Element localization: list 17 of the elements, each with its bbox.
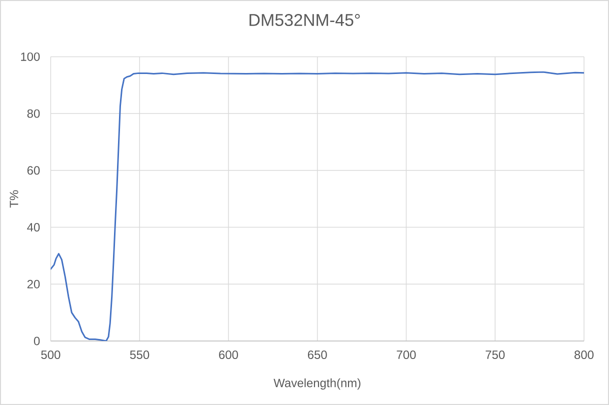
line-series — [50, 71, 584, 341]
y-tick-label: 0 — [34, 336, 40, 346]
y-tick-label: 80 — [27, 109, 40, 118]
y-tick-label: 20 — [27, 280, 40, 288]
chart-title: DM532NM-45° — [250, 14, 360, 26]
x-tick-label: 550 — [130, 350, 150, 360]
x-tick-label: 800 — [574, 350, 594, 360]
x-tick-label: 750 — [486, 350, 505, 360]
x-tick-label: 500 — [41, 350, 60, 360]
y-axis-title: T% — [10, 190, 18, 208]
x-tick-label: 700 — [396, 350, 416, 360]
x-tick-label: 600 — [219, 350, 238, 360]
y-tick-label: 40 — [27, 223, 40, 232]
y-tick-label: 100 — [21, 52, 40, 61]
x-tick-label: 650 — [308, 350, 327, 360]
y-tick-label: 60 — [27, 166, 40, 175]
x-axis-title: Wavelength(nm) — [274, 378, 360, 390]
